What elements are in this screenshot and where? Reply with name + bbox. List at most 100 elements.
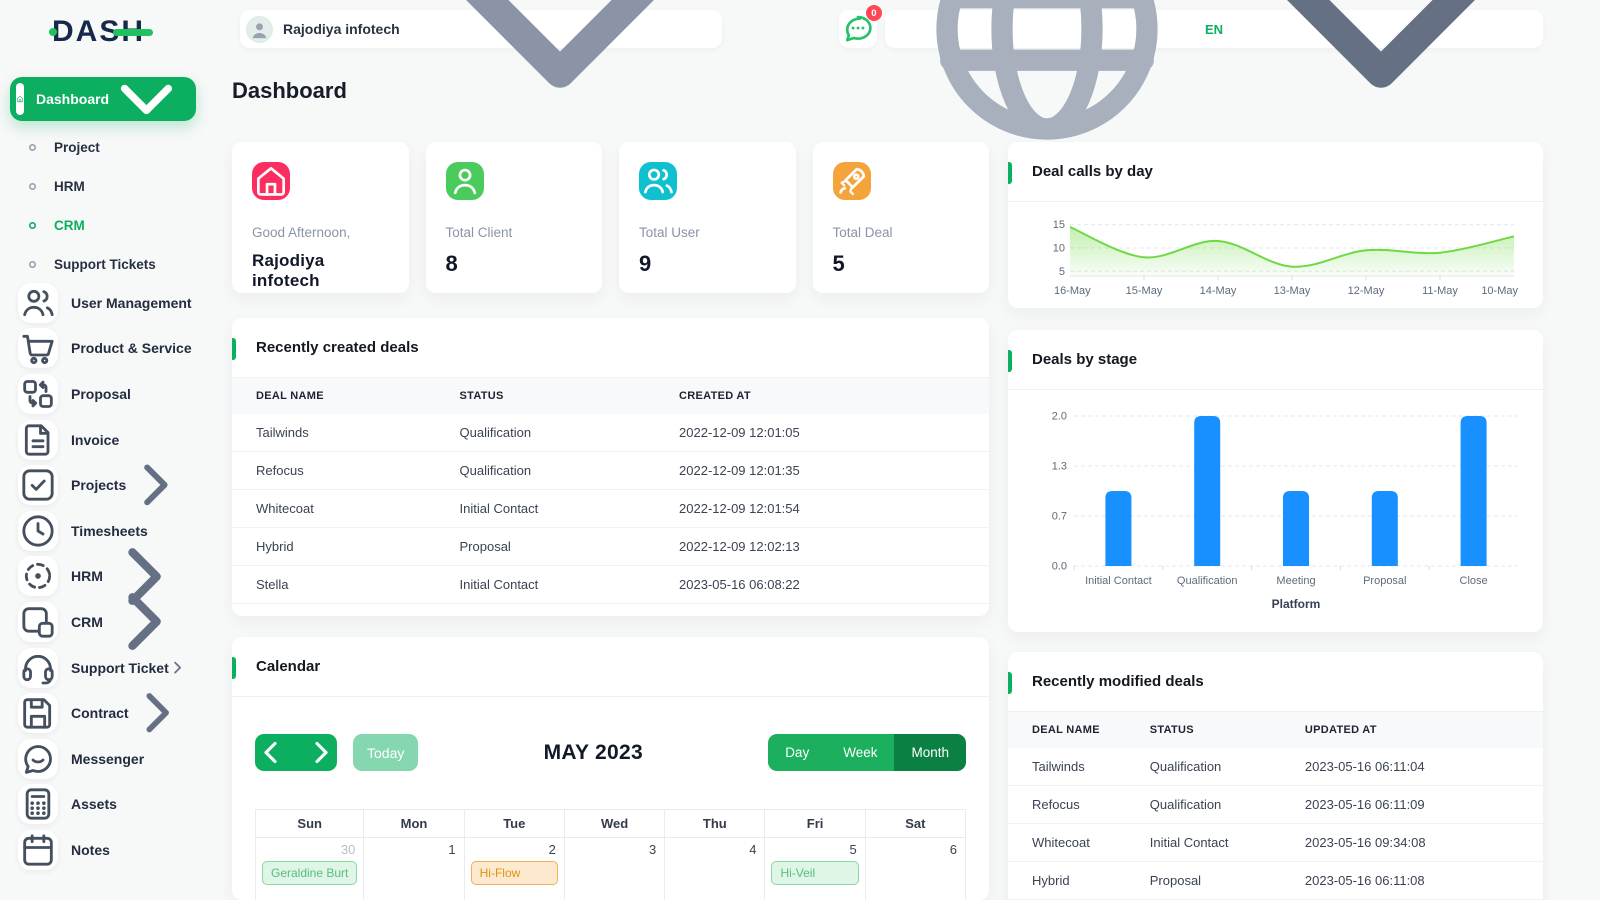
calendar-date-number: 6 [949, 842, 957, 857]
sidebar-item-label: Projects [71, 477, 127, 494]
stat-card-total-client: Total Client 8 [425, 142, 602, 293]
sidebar-item-hrm[interactable]: HRM [0, 547, 220, 605]
language-code: EN [1204, 21, 1223, 37]
calendar-event[interactable]: Hi-Veil [771, 861, 859, 885]
calendar-nav-group[interactable] [255, 734, 337, 771]
sidebar-item-label: Assets [71, 796, 117, 813]
table-row: Tailwinds Qualification 2022-12-09 12:01:0… [232, 414, 989, 452]
sidebar-subitem-hrm[interactable]: HRM [0, 167, 220, 206]
column-header: CREATED AT [679, 390, 751, 402]
home-icon [252, 162, 290, 200]
sidebar-subitem-label: HRM [54, 179, 85, 194]
calendar-view-week-button[interactable]: Week [826, 734, 895, 771]
sidebar-item-contract[interactable]: Contract [0, 690, 220, 736]
sidebar-subitem-crm[interactable]: CRM [0, 206, 220, 245]
table-row: Whitecoat Initial Contact 2022-12-09 12:01… [232, 489, 989, 528]
workspace-selector[interactable]: Rajodiya infotech [240, 0, 722, 88]
table-cell: Qualification [451, 451, 672, 490]
calendar-event[interactable]: Hi-Flow [470, 861, 558, 885]
table-cell: Refocus [232, 451, 452, 490]
calendar-day-cell[interactable]: 1 [364, 838, 465, 900]
card-title: Calendar [256, 658, 321, 675]
prev-month-button[interactable] [255, 737, 286, 768]
sidebar-item-assets[interactable]: Assets [0, 782, 220, 828]
recently-created-deals-card: Recently created deals DEAL NAME STATUS CR… [232, 318, 989, 616]
table-row: Stella Initial Contact 2023-05-16 06:08:22 [232, 565, 989, 604]
card-header: Recently modified deals [1008, 652, 1543, 711]
sidebar-subitem-label: Support Tickets [54, 257, 156, 272]
table-cell: Qualification [1141, 785, 1297, 824]
table-row: Refocus Qualification 2023-05-16 06:11:09 [1008, 785, 1543, 824]
brand-logo-dot [49, 28, 57, 36]
column-header: STATUS [1149, 724, 1194, 736]
calendar-view-switcher: Day Week Month [768, 734, 966, 771]
stat-label: Total User [639, 225, 700, 240]
circle-bullet-icon [26, 141, 39, 154]
sidebar-subitem-project[interactable]: Project [0, 128, 220, 167]
sidebar-item-timesheets[interactable]: Timesheets [0, 508, 220, 554]
brand-logo[interactable]: DASH [49, 14, 154, 50]
weekday-header: Fri [765, 810, 866, 838]
weekday-header: Sat [865, 810, 966, 838]
svg-text:15: 15 [1053, 219, 1065, 231]
sidebar-item-projects[interactable]: Projects [0, 462, 220, 508]
calendar-day-cell[interactable]: 4 [665, 838, 766, 900]
today-button[interactable]: Today [353, 734, 419, 771]
chevron-right-icon [129, 684, 186, 741]
table-cell: Tailwinds [1008, 748, 1142, 786]
sidebar-item-support-ticket[interactable]: Support Ticket [0, 645, 220, 691]
sidebar-item-dashboard[interactable]: Dashboard [10, 77, 196, 121]
sidebar-item-crm[interactable]: CRM [0, 593, 220, 651]
calendar-card: Calendar Today MAY 2023 Day Week Month Sun… [232, 637, 989, 900]
svg-text:14-May: 14-May [1200, 285, 1237, 297]
weekday-header: Tue [464, 810, 565, 838]
sidebar-item-messenger[interactable]: Messenger [0, 736, 220, 782]
sidebar-subitem-support-tickets[interactable]: Support Tickets [0, 245, 220, 284]
sidebar-item-proposal[interactable]: Proposal [0, 371, 220, 417]
stat-cards-row: Good Afternoon, Rajodiya infotech Total Cl… [232, 142, 989, 293]
calendar-day-cell[interactable]: 2 Hi-Flow [465, 838, 565, 900]
table-cell: 2022-12-09 12:01:35 [671, 451, 989, 490]
sidebar-item-product-service[interactable]: Product & Service [0, 326, 220, 372]
messages-button[interactable]: 0 [838, 5, 882, 48]
check-square-icon [18, 465, 58, 506]
table-cell: 2022-12-09 12:02:13 [671, 527, 989, 566]
calendar-date-number: 4 [749, 842, 757, 857]
divider [1008, 711, 1543, 712]
column-header: STATUS [459, 390, 504, 402]
sidebar-item-user-management[interactable]: User Management [0, 280, 220, 326]
chevron-right-icon [103, 580, 186, 663]
next-month-button[interactable] [306, 737, 337, 768]
svg-text:Meeting: Meeting [1276, 575, 1315, 587]
rocket-icon [832, 162, 871, 200]
page-title: Dashboard [232, 78, 347, 103]
table-header-row: DEAL NAME STATUS UPDATED AT [1008, 712, 1543, 748]
messages-badge: 0 [865, 5, 882, 21]
calendar-event[interactable]: Geraldine Burt [262, 861, 358, 885]
table-cell: 2023-05-16 06:11:09 [1296, 785, 1543, 824]
swap-boxes-icon [18, 373, 58, 414]
svg-text:Initial Contact: Initial Contact [1085, 575, 1152, 587]
table-row: Hybrid Proposal 2023-05-16 06:11:08 [1008, 861, 1543, 900]
language-selector[interactable]: EN [884, 0, 1543, 140]
calendar-day-cell[interactable]: 3 [565, 838, 666, 900]
sidebar-item-invoice[interactable]: Invoice [0, 417, 220, 463]
sidebar-item-label: Timesheets [71, 522, 148, 539]
sidebar-subitem-label: CRM [54, 218, 85, 233]
home-icon [16, 83, 24, 115]
weekday-header: Mon [364, 810, 465, 838]
calendar-day-cell[interactable]: 6 [866, 838, 966, 900]
table-cell: 2023-05-16 06:11:08 [1296, 861, 1543, 900]
stat-card-good-afternoon: Good Afternoon, Rajodiya infotech [232, 142, 409, 293]
table-cell: 2023-05-16 09:34:08 [1296, 823, 1543, 862]
calendar-view-month-button[interactable]: Month [894, 734, 966, 771]
stat-card-total-deal: Total Deal 5 [812, 142, 989, 293]
card-header: Deals by stage [1008, 330, 1543, 389]
calendar-month-title: MAY 2023 [543, 740, 643, 764]
calendar-day-cell[interactable]: 30 Geraldine Burt [256, 838, 365, 900]
calendar-day-cell[interactable]: 5 Hi-Veil [765, 838, 866, 900]
calendar-view-day-button[interactable]: Day [768, 734, 827, 771]
svg-text:11-May: 11-May [1422, 285, 1458, 297]
sidebar-item-label: Dashboard [35, 91, 110, 107]
sidebar-item-notes[interactable]: Notes [0, 827, 220, 873]
